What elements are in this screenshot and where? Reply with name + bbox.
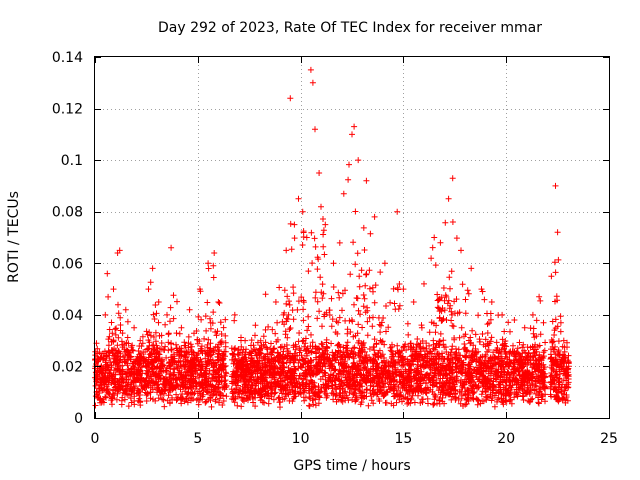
x-axis-tick-labels: 0 5 10 15 20 25 bbox=[91, 431, 618, 447]
y-tick-label: 0.04 bbox=[52, 308, 83, 324]
plot-frame bbox=[94, 56, 610, 419]
roti-points bbox=[92, 66, 572, 411]
axis-ticks bbox=[95, 57, 610, 419]
x-tick-label: 10 bbox=[292, 431, 310, 447]
y-tick-label: 0.1 bbox=[61, 153, 83, 169]
x-axis-label: GPS time / hours bbox=[293, 458, 410, 474]
y-tick-label: 0.12 bbox=[52, 102, 83, 118]
y-axis-tick-labels: 0 0.02 0.04 0.06 0.08 0.1 0.12 0.14 bbox=[52, 50, 83, 427]
y-tick-label: 0 bbox=[74, 411, 83, 427]
y-tick-label: 0.14 bbox=[52, 50, 83, 66]
data-points bbox=[92, 66, 572, 411]
y-tick-label: 0.08 bbox=[52, 205, 83, 221]
y-tick-label: 0.06 bbox=[52, 256, 83, 272]
x-tick-label: 5 bbox=[193, 431, 202, 447]
y-tick-label: 0.02 bbox=[52, 359, 83, 375]
chart-title: Day 292 of 2023, Rate Of TEC Index for r… bbox=[158, 20, 542, 36]
x-tick-label: 25 bbox=[600, 431, 618, 447]
x-tick-label: 15 bbox=[394, 431, 412, 447]
y-axis-label: ROTI / TECUs bbox=[6, 191, 22, 283]
x-tick-label: 20 bbox=[497, 431, 515, 447]
x-tick-label: 0 bbox=[91, 431, 100, 447]
